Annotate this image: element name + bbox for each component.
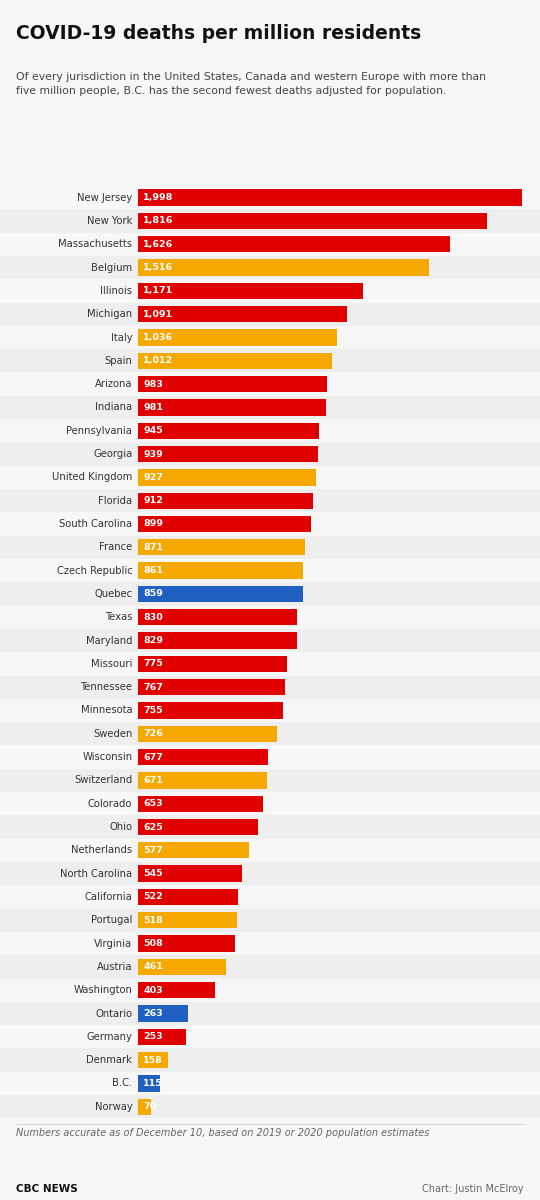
Text: 1,012: 1,012 — [143, 356, 173, 365]
Text: Netherlands: Netherlands — [71, 845, 132, 856]
Text: Numbers accurate as of December 10, based on 2019 or 2020 population estimates: Numbers accurate as of December 10, base… — [16, 1128, 430, 1138]
Text: 830: 830 — [143, 613, 163, 622]
Text: 70: 70 — [143, 1103, 156, 1111]
Text: 983: 983 — [143, 379, 163, 389]
Text: 1,091: 1,091 — [143, 310, 173, 319]
Text: Wisconsin: Wisconsin — [82, 752, 132, 762]
Text: Germany: Germany — [86, 1032, 132, 1042]
Text: Georgia: Georgia — [93, 449, 132, 460]
Text: 726: 726 — [143, 730, 163, 738]
Text: Virginia: Virginia — [94, 938, 132, 948]
Text: 912: 912 — [143, 496, 163, 505]
Text: Norway: Norway — [94, 1102, 132, 1111]
Text: New Jersey: New Jersey — [77, 193, 132, 203]
Text: 115: 115 — [143, 1079, 163, 1088]
Text: Spain: Spain — [104, 356, 132, 366]
Text: 945: 945 — [143, 426, 163, 436]
Text: 518: 518 — [143, 916, 163, 925]
Text: California: California — [85, 892, 132, 902]
Text: South Carolina: South Carolina — [59, 518, 132, 529]
Text: 671: 671 — [143, 776, 163, 785]
Text: France: France — [99, 542, 132, 552]
Text: Czech Republic: Czech Republic — [57, 565, 132, 576]
Text: Washington: Washington — [73, 985, 132, 995]
Text: 829: 829 — [143, 636, 163, 646]
Text: 545: 545 — [143, 869, 163, 878]
Text: Missouri: Missouri — [91, 659, 132, 668]
Text: Tennessee: Tennessee — [80, 682, 132, 692]
Text: 981: 981 — [143, 403, 163, 412]
Text: 775: 775 — [143, 659, 163, 668]
Text: 755: 755 — [143, 706, 163, 715]
Text: 927: 927 — [143, 473, 163, 482]
Text: Of every jurisdiction in the United States, Canada and western Europe with more : Of every jurisdiction in the United Stat… — [16, 72, 486, 96]
Text: Florida: Florida — [98, 496, 132, 505]
Text: Indiana: Indiana — [95, 402, 132, 413]
Text: Michigan: Michigan — [87, 310, 132, 319]
Text: Illinois: Illinois — [100, 286, 132, 296]
Text: 158: 158 — [143, 1056, 163, 1064]
Text: Maryland: Maryland — [86, 636, 132, 646]
Text: 1,171: 1,171 — [143, 287, 173, 295]
Text: 899: 899 — [143, 520, 163, 528]
Text: Ontario: Ontario — [95, 1008, 132, 1019]
Text: Quebec: Quebec — [94, 589, 132, 599]
Text: 653: 653 — [143, 799, 163, 809]
Text: 1,626: 1,626 — [143, 240, 173, 248]
Text: 403: 403 — [143, 985, 163, 995]
Text: 1,998: 1,998 — [143, 193, 173, 202]
Text: B.C.: B.C. — [112, 1079, 132, 1088]
Text: 677: 677 — [143, 752, 163, 762]
Text: Ohio: Ohio — [109, 822, 132, 832]
Text: United Kingdom: United Kingdom — [52, 473, 132, 482]
Text: Sweden: Sweden — [93, 728, 132, 739]
Text: Switzerland: Switzerland — [74, 775, 132, 786]
Text: Chart: Justin McElroy: Chart: Justin McElroy — [422, 1184, 524, 1194]
Text: 625: 625 — [143, 822, 163, 832]
Text: 461: 461 — [143, 962, 163, 971]
Text: 859: 859 — [143, 589, 163, 599]
Text: Texas: Texas — [105, 612, 132, 623]
Text: Austria: Austria — [97, 962, 132, 972]
Text: 939: 939 — [143, 450, 163, 458]
Text: 1,516: 1,516 — [143, 263, 173, 272]
Text: 253: 253 — [143, 1032, 163, 1042]
Text: CBC NEWS: CBC NEWS — [16, 1184, 78, 1194]
Text: 577: 577 — [143, 846, 163, 854]
Text: 1,816: 1,816 — [143, 216, 173, 226]
Text: 861: 861 — [143, 566, 163, 575]
Text: New York: New York — [87, 216, 132, 226]
Text: Portugal: Portugal — [91, 916, 132, 925]
Text: 1,036: 1,036 — [143, 334, 173, 342]
Text: 767: 767 — [143, 683, 163, 691]
Text: 522: 522 — [143, 893, 163, 901]
Text: Pennsylvania: Pennsylvania — [66, 426, 132, 436]
Text: North Carolina: North Carolina — [60, 869, 132, 878]
Text: Italy: Italy — [111, 332, 132, 342]
Text: Colorado: Colorado — [88, 799, 132, 809]
Text: 508: 508 — [143, 940, 163, 948]
Text: COVID-19 deaths per million residents: COVID-19 deaths per million residents — [16, 24, 421, 43]
Text: 871: 871 — [143, 542, 163, 552]
Text: Denmark: Denmark — [86, 1055, 132, 1066]
Text: 263: 263 — [143, 1009, 163, 1018]
Text: Massachusetts: Massachusetts — [58, 239, 132, 250]
Text: Belgium: Belgium — [91, 263, 132, 272]
Text: Minnesota: Minnesota — [80, 706, 132, 715]
Text: Arizona: Arizona — [95, 379, 132, 389]
